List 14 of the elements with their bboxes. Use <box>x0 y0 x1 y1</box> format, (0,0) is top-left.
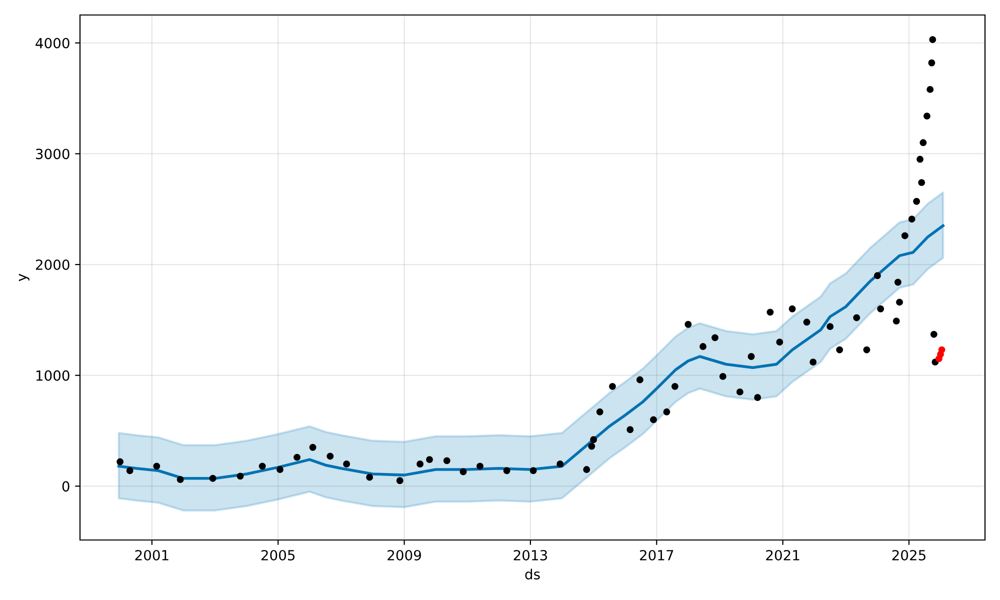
x-tick-label: 2009 <box>388 550 421 560</box>
y-axis-title: y <box>18 274 30 282</box>
y-tick-label: 4000 <box>36 38 70 48</box>
x-axis-title: ds <box>525 568 540 580</box>
x-tick-label: 2013 <box>514 550 548 560</box>
x-tick-label: 2025 <box>892 550 926 560</box>
y-tick-label: 0 <box>62 481 70 492</box>
x-tick-label: 2005 <box>261 550 295 560</box>
x-tick-label: 2021 <box>766 550 800 560</box>
y-tick-label: 2000 <box>36 260 70 270</box>
y-tick-label: 3000 <box>36 148 70 160</box>
y-tick-label: 1000 <box>36 370 70 381</box>
x-tick-label: 2017 <box>640 550 674 560</box>
x-tick-label: 2001 <box>135 550 168 560</box>
